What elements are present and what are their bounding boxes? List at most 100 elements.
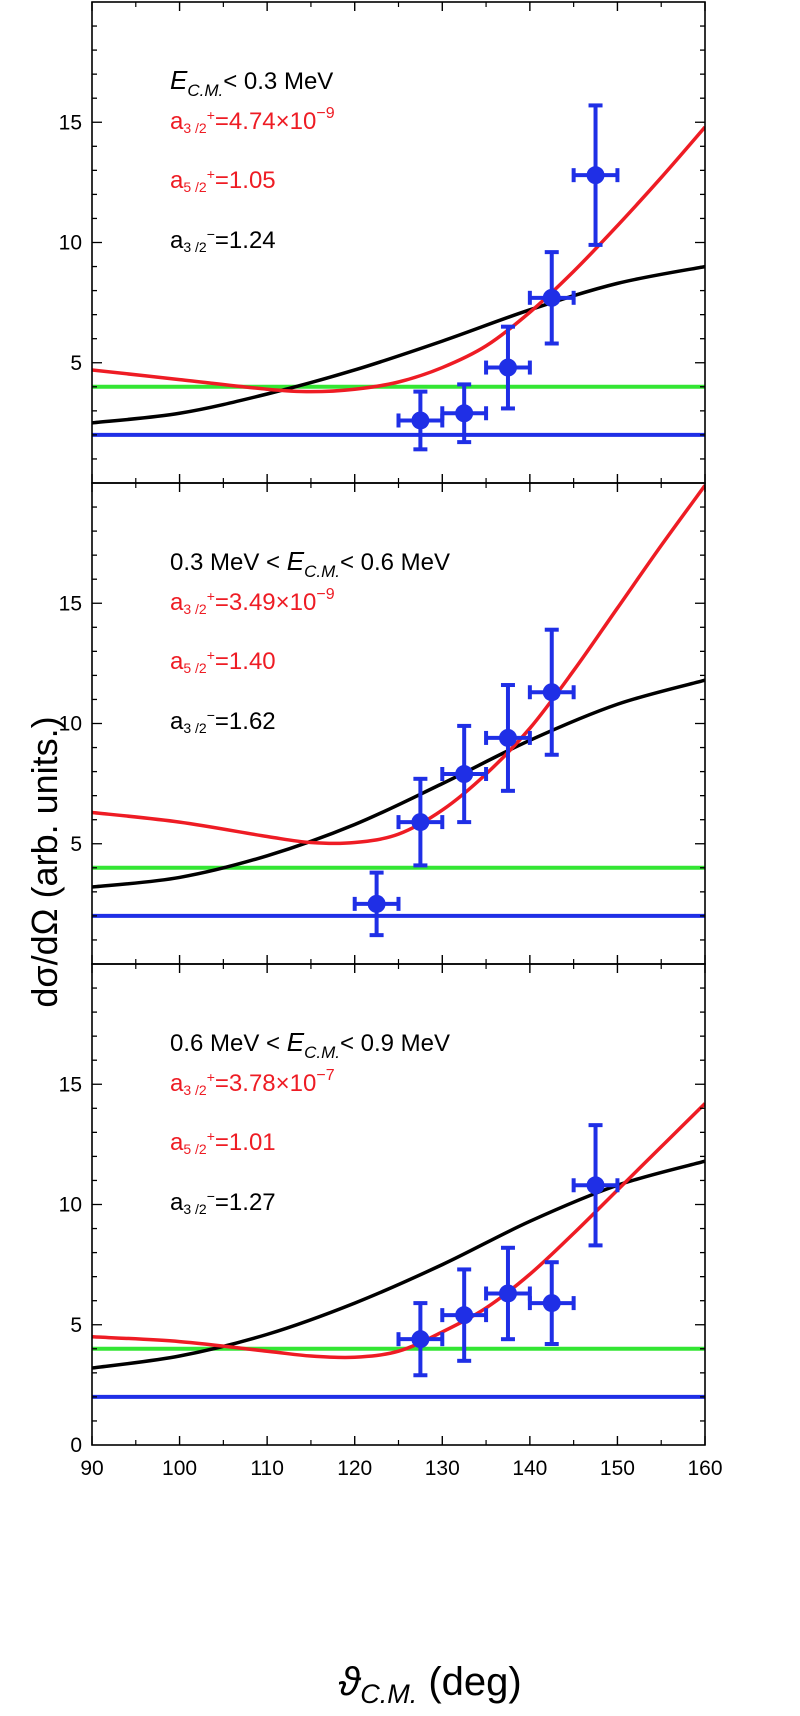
parameter-value: =3.78×10: [215, 1070, 316, 1097]
parameter-symbol: a: [170, 1129, 184, 1156]
x-tick-label: 140: [512, 1457, 547, 1480]
data-point-2: [396, 776, 445, 868]
data-marker: [542, 1294, 561, 1313]
parameter-superscript: −: [207, 1188, 215, 1204]
data-point-5: [527, 627, 576, 757]
y-tick-label: 10: [59, 713, 82, 736]
energy-subscript: C.M.: [187, 81, 223, 100]
x-tick-label: 130: [425, 1457, 460, 1480]
parameter-label-1: a3 /2+=4.74×10−9: [170, 105, 335, 136]
parameter-symbol: a: [170, 648, 184, 675]
x-axis-label-symbol: ϑ: [338, 1660, 362, 1704]
parameter-symbol: a: [170, 108, 184, 135]
parameter-label-3: a3 /2−=1.62: [170, 707, 276, 736]
data-marker: [542, 288, 561, 307]
parameter-value: =1.01: [215, 1129, 276, 1156]
parameter-superscript: +: [207, 1069, 215, 1085]
energy-range-label: 0.6 MeV < EC.M.< 0.9 MeV: [170, 1027, 450, 1062]
plot-area: [92, 1102, 705, 1399]
data-marker: [455, 404, 474, 423]
x-axis-label-unit: (deg): [417, 1660, 522, 1704]
energy-range-label: EC.M.< 0.3 MeV: [170, 65, 333, 100]
y-tick-label: 15: [59, 592, 82, 615]
parameter-subscript: 5 /2: [183, 660, 207, 676]
data-point-1: [396, 389, 445, 452]
plot-area: [92, 103, 705, 452]
data-point-2: [440, 382, 489, 445]
parameter-symbol: a: [170, 589, 184, 616]
y-tick-label: 15: [59, 1073, 82, 1096]
parameter-superscript: +: [207, 588, 215, 604]
y-tick-label: 5: [70, 1314, 82, 1337]
data-marker: [455, 765, 474, 784]
data-point-5: [571, 1123, 620, 1248]
parameter-subscript: 3 /2: [183, 720, 207, 736]
data-marker: [411, 1330, 430, 1349]
x-tick-label: 160: [687, 1457, 722, 1480]
energy-symbol: E: [287, 546, 305, 576]
data-marker: [498, 1284, 517, 1303]
parameter-superscript: −: [207, 707, 215, 723]
parameter-value: =3.49×10: [215, 589, 316, 616]
energy-subscript: C.M.: [304, 562, 340, 581]
y-tick-label: 15: [59, 111, 82, 134]
parameter-subscript: 3 /2: [183, 120, 207, 136]
data-marker: [542, 683, 561, 702]
energy-suffix: < 0.3 MeV: [223, 68, 333, 95]
parameter-exponent: −9: [316, 105, 334, 122]
parameter-subscript: 5 /2: [183, 179, 207, 195]
x-tick-label: 150: [600, 1457, 635, 1480]
energy-symbol: E: [287, 1027, 305, 1057]
y-tick-label: 5: [70, 352, 82, 375]
parameter-symbol: a: [170, 708, 184, 735]
parameter-value: =1.24: [215, 227, 276, 254]
x-axis-label-subscript: C.M.: [360, 1679, 417, 1709]
parameter-subscript: 3 /2: [183, 601, 207, 617]
parameter-value: =1.27: [215, 1189, 276, 1216]
parameter-label-2: a5 /2+=1.05: [170, 166, 276, 195]
parameter-value: =4.74×10: [215, 108, 316, 135]
parameter-symbol: a: [170, 1070, 184, 1097]
black-fit-curve: [92, 678, 705, 889]
parameter-label-2: a5 /2+=1.40: [170, 647, 276, 676]
x-tick-label: 110: [250, 1457, 283, 1480]
data-point-4: [527, 1260, 576, 1346]
black-fit-curve: [92, 264, 705, 425]
parameter-label-2: a5 /2+=1.01: [170, 1128, 276, 1157]
data-point-4: [484, 683, 532, 793]
parameter-exponent: −9: [316, 586, 334, 603]
y-tick-label: 5: [70, 833, 82, 856]
energy-subscript: C.M.: [304, 1043, 340, 1062]
data-point-4: [527, 250, 576, 346]
red-fit-curve: [92, 125, 705, 394]
parameter-subscript: 5 /2: [183, 1141, 207, 1157]
x-tick-label: 120: [337, 1457, 372, 1480]
data-point-3: [440, 723, 489, 825]
energy-symbol: E: [170, 65, 188, 95]
energy-suffix: < 0.9 MeV: [340, 1030, 450, 1057]
red-fit-curve: [92, 484, 705, 846]
data-marker: [367, 894, 386, 913]
parameter-label-1: a3 /2+=3.78×10−7: [170, 1067, 335, 1098]
x-tick-label: 90: [80, 1457, 103, 1480]
parameter-superscript: +: [207, 1128, 215, 1144]
black-fit-curve: [92, 1159, 705, 1370]
parameter-value: =1.62: [215, 708, 276, 735]
y-tick-label: 0: [70, 1434, 82, 1457]
data-point-5: [571, 103, 620, 247]
y-tick-label: 10: [59, 1194, 82, 1217]
parameter-subscript: 3 /2: [183, 1201, 207, 1217]
data-marker: [498, 728, 517, 747]
parameter-label-3: a3 /2−=1.24: [170, 226, 276, 255]
parameter-symbol: a: [170, 167, 184, 194]
parameter-subscript: 3 /2: [183, 1082, 207, 1098]
data-marker: [498, 358, 517, 377]
plot-area: [92, 484, 705, 938]
data-marker: [586, 166, 605, 185]
data-point-1: [352, 870, 401, 938]
data-point-3: [484, 324, 532, 411]
parameter-label-1: a3 /2+=3.49×10−9: [170, 586, 335, 617]
